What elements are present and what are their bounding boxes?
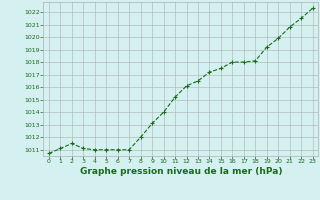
X-axis label: Graphe pression niveau de la mer (hPa): Graphe pression niveau de la mer (hPa) [80, 167, 282, 176]
